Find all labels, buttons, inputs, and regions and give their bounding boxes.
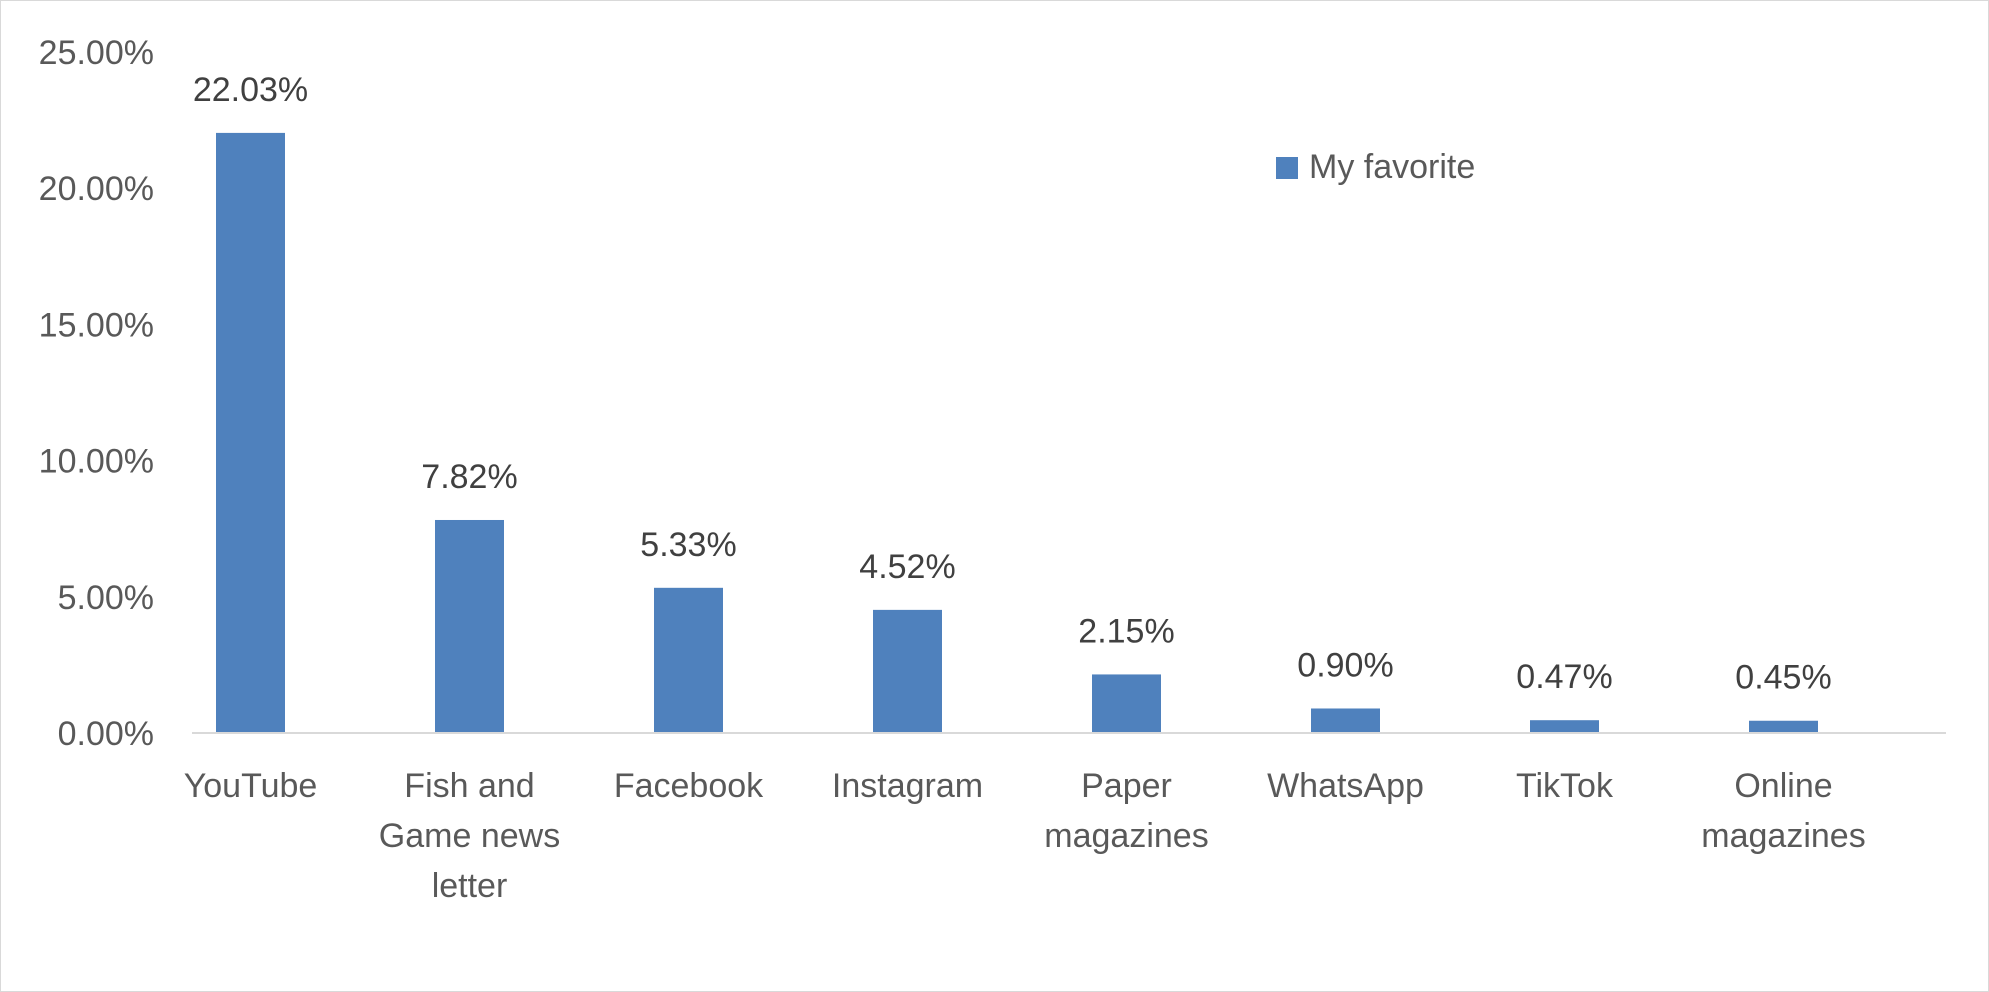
x-tick-label: TikTok bbox=[1516, 767, 1614, 805]
data-label: 2.15% bbox=[1078, 612, 1174, 650]
bar bbox=[1530, 720, 1599, 733]
data-label: 4.52% bbox=[859, 548, 955, 586]
y-tick-label: 15.00% bbox=[39, 306, 154, 344]
bar bbox=[1311, 708, 1380, 733]
x-axis: YouTube Fish and Game news letter Facebook In… bbox=[184, 732, 1946, 905]
bars bbox=[216, 132, 1818, 733]
data-label: 0.90% bbox=[1297, 646, 1393, 684]
data-label: 7.82% bbox=[421, 458, 517, 496]
legend-swatch bbox=[1276, 157, 1298, 179]
y-tick-label: 10.00% bbox=[39, 443, 154, 481]
data-label: 0.45% bbox=[1735, 659, 1831, 697]
y-tick-label: 5.00% bbox=[58, 579, 154, 617]
bar bbox=[1749, 720, 1818, 733]
data-label: 22.03% bbox=[193, 71, 308, 109]
y-tick-label: 25.00% bbox=[39, 34, 154, 72]
x-tick-label: Paper magazines bbox=[1044, 767, 1208, 855]
y-tick-label: 20.00% bbox=[39, 170, 154, 208]
bar bbox=[1092, 674, 1161, 733]
x-tick-label: Fish and Game news letter bbox=[379, 767, 560, 905]
x-tick-label: Instagram bbox=[832, 767, 983, 805]
bar bbox=[873, 609, 942, 733]
x-tick-label: Online magazines bbox=[1701, 767, 1865, 855]
bar bbox=[435, 519, 504, 733]
legend-label: My favorite bbox=[1309, 148, 1475, 186]
bar bbox=[216, 132, 285, 733]
y-axis: 0.00% 5.00% 10.00% 15.00% 20.00% 25.00% bbox=[39, 34, 154, 753]
data-label: 5.33% bbox=[640, 526, 736, 564]
data-label: 0.47% bbox=[1516, 658, 1612, 696]
legend: My favorite bbox=[1276, 148, 1475, 186]
data-labels: 22.03% 7.82% 5.33% 4.52% 2.15% 0.90% 0.47% 0.45… bbox=[193, 71, 1832, 697]
y-tick-label: 0.00% bbox=[58, 715, 154, 753]
x-tick-label: WhatsApp bbox=[1267, 767, 1424, 805]
x-tick-label: Facebook bbox=[614, 767, 764, 805]
x-tick-label: YouTube bbox=[184, 767, 318, 805]
bar bbox=[654, 587, 723, 733]
